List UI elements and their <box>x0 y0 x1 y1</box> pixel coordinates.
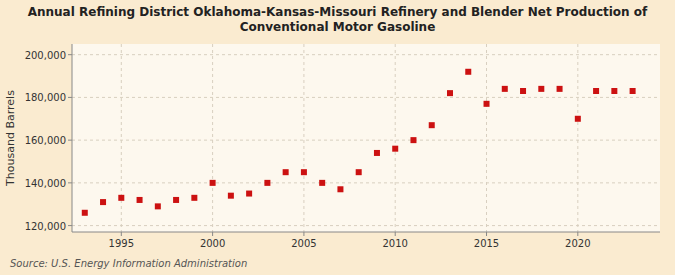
title-line: Annual Refining District Oklahoma-Kansas… <box>28 5 648 19</box>
x-grid-line <box>212 44 213 232</box>
point <box>173 197 179 203</box>
point <box>593 88 599 94</box>
x-axis-line <box>72 232 660 233</box>
x-tick <box>212 232 213 236</box>
x-tick-label: 2015 <box>474 238 499 249</box>
point <box>557 86 563 92</box>
point <box>228 193 234 199</box>
point <box>465 69 471 75</box>
y-tick-label: 200,000 <box>25 50 66 61</box>
y-axis-label: Thousand Barrels <box>4 90 17 187</box>
y-tick-label: 180,000 <box>25 92 66 103</box>
y-axis-line <box>72 44 73 232</box>
y-tick-label: 120,000 <box>25 221 66 232</box>
point <box>210 180 216 186</box>
x-grid-line <box>303 44 304 232</box>
x-grid-line <box>121 44 122 232</box>
point <box>264 180 270 186</box>
background <box>0 0 675 275</box>
point <box>82 210 88 216</box>
point <box>191 195 197 201</box>
point <box>100 199 106 205</box>
x-tick-label: 2005 <box>291 238 316 249</box>
x-tick-label: 2000 <box>200 238 225 249</box>
x-tick-label: 1995 <box>109 238 134 249</box>
x-grid-line <box>577 44 578 232</box>
x-grid-line <box>486 44 487 232</box>
title-line: Conventional Motor Gasoline <box>240 20 436 34</box>
point <box>392 146 398 152</box>
y-tick <box>68 182 72 183</box>
point <box>447 90 453 96</box>
x-tick <box>486 232 487 236</box>
y-grid-line <box>72 182 660 183</box>
point <box>374 150 380 156</box>
point <box>502 86 508 92</box>
plot-area <box>72 44 660 232</box>
point <box>410 137 416 143</box>
point <box>137 197 143 203</box>
point <box>118 195 124 201</box>
y-grid-line <box>72 97 660 98</box>
point <box>520 88 526 94</box>
point <box>611 88 617 94</box>
x-tick-label: 2010 <box>382 238 407 249</box>
point <box>538 86 544 92</box>
grid <box>72 44 660 232</box>
y-tick <box>68 54 72 55</box>
y-grid-line <box>72 54 660 55</box>
point <box>319 180 325 186</box>
y-grid-line <box>72 225 660 226</box>
source-note: Source: U.S. Energy Information Administ… <box>10 258 247 269</box>
x-tick <box>577 232 578 236</box>
y-tick <box>68 225 72 226</box>
point <box>429 122 435 128</box>
point <box>337 186 343 192</box>
point <box>283 169 289 175</box>
x-grid-line <box>395 44 396 232</box>
points <box>82 69 636 216</box>
x-tick-label: 2020 <box>565 238 590 249</box>
point <box>484 101 490 107</box>
title: Annual Refining District Oklahoma-Kansas… <box>28 5 648 34</box>
point <box>301 169 307 175</box>
y-tick <box>68 140 72 141</box>
x-tick <box>121 232 122 236</box>
y-tick <box>68 97 72 98</box>
y-tick-label: 160,000 <box>25 135 66 146</box>
x-tick <box>395 232 396 236</box>
point <box>630 88 636 94</box>
y-grid-line <box>72 140 660 141</box>
y-tick-label: 140,000 <box>25 178 66 189</box>
x-tick <box>303 232 304 236</box>
point <box>356 169 362 175</box>
point <box>246 191 252 197</box>
point <box>155 203 161 209</box>
point <box>575 116 581 122</box>
chart: Annual Refining District Oklahoma-Kansas… <box>0 0 675 275</box>
